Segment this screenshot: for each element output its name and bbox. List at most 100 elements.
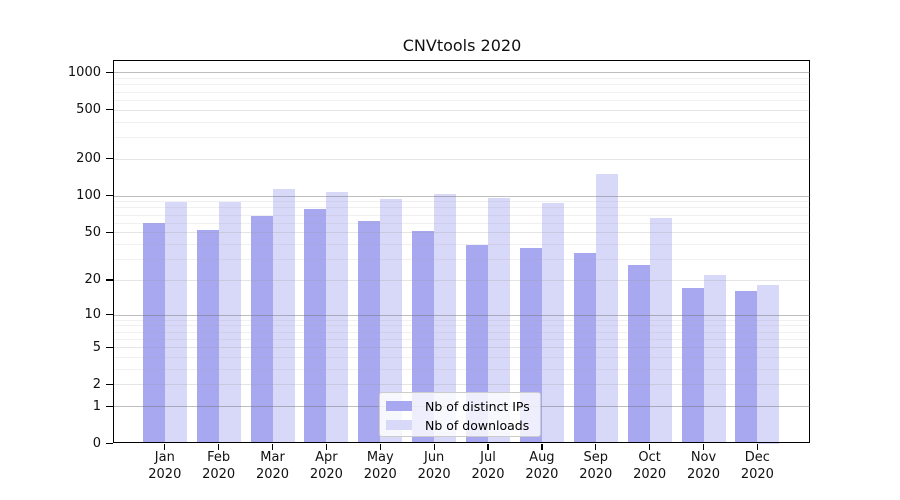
x-tick (164, 443, 166, 450)
bar-distinct-ips-dec (735, 291, 758, 444)
x-tick (325, 443, 328, 450)
bar-downloads-jul (488, 197, 511, 444)
minor-gridline (113, 207, 810, 209)
bar-downloads-dec (757, 285, 780, 444)
bar-distinct-ips-may (358, 220, 381, 444)
bar-distinct-ips-sep (573, 252, 596, 444)
minor-gridline (113, 91, 810, 93)
minor-gridline (113, 331, 810, 333)
x-tick-label: Mar 2020 (243, 450, 303, 483)
y-tick (106, 346, 113, 348)
y-tick (106, 158, 113, 160)
x-tick-label: Jun 2020 (404, 450, 464, 483)
x-tick (541, 443, 543, 450)
minor-gridline (113, 214, 810, 216)
major-gridline (113, 314, 810, 316)
bar-downloads-aug (541, 203, 564, 444)
x-tick (649, 443, 651, 450)
bar-downloads-feb (218, 202, 241, 444)
y-tick-label: 100 (76, 188, 101, 204)
x-tick (487, 443, 489, 450)
bar-downloads-nov (703, 275, 726, 444)
legend-label-distinct-ips: Nb of distinct IPs (425, 398, 530, 414)
y-tick-label: 50 (84, 224, 101, 240)
bar-distinct-ips-apr (304, 209, 327, 444)
x-tick (218, 443, 220, 450)
x-tick (379, 443, 381, 450)
bar-distinct-ips-jun (412, 231, 435, 444)
gridline (113, 347, 810, 349)
y-tick (106, 71, 113, 74)
bar-downloads-mar (272, 189, 295, 444)
minor-gridline (113, 325, 810, 327)
x-tick-year: 2020 (309, 466, 343, 482)
minor-gridline (113, 319, 810, 321)
minor-gridline (113, 136, 810, 138)
y-tick (106, 314, 113, 316)
y-tick-label: 5 (92, 339, 101, 355)
x-tick-year: 2020 (579, 466, 613, 482)
x-tick-label: Jul 2020 (458, 450, 518, 483)
major-gridline (113, 72, 810, 74)
x-tick-label: Jan 2020 (135, 450, 195, 483)
y-tick (106, 442, 113, 445)
y-tick-label: 500 (76, 102, 101, 118)
x-tick (271, 443, 274, 450)
minor-gridline (113, 121, 810, 123)
bar-downloads-jun (434, 193, 457, 444)
bar-downloads-jan (164, 201, 187, 444)
bar-distinct-ips-nov (681, 288, 704, 444)
minor-gridline (113, 84, 810, 86)
x-tick-label: Sep 2020 (566, 450, 626, 483)
x-tick-year: 2020 (202, 466, 236, 482)
x-tick-label: May 2020 (350, 450, 410, 483)
x-tick (702, 443, 705, 450)
minor-gridline (113, 259, 810, 261)
x-tick-year: 2020 (633, 466, 667, 482)
x-tick-year: 2020 (525, 466, 559, 482)
major-gridline (113, 195, 810, 197)
x-tick-label: Aug 2020 (512, 450, 572, 483)
x-tick-year: 2020 (363, 466, 397, 482)
minor-gridline (113, 244, 810, 246)
legend-swatch-downloads (386, 420, 412, 430)
y-tick-label: 20 (84, 272, 101, 288)
y-tick (106, 195, 113, 197)
bar-distinct-ips-mar (250, 216, 273, 444)
x-tick-year: 2020 (255, 466, 290, 482)
x-tick-year: 2020 (686, 466, 721, 482)
bar-distinct-ips-feb (196, 230, 219, 444)
bar-downloads-may (380, 199, 403, 444)
x-tick-year: 2020 (148, 466, 182, 482)
x-tick-year: 2020 (417, 466, 451, 482)
minor-gridline (113, 357, 810, 359)
gridline (113, 158, 810, 160)
minor-gridline (113, 201, 810, 203)
gridline (113, 384, 810, 386)
x-tick-label: Nov 2020 (674, 450, 734, 483)
bar-downloads-oct (649, 217, 672, 444)
x-tick (595, 443, 597, 450)
plot-area (113, 60, 810, 443)
x-tick-year: 2020 (740, 466, 774, 482)
x-tick-year: 2020 (471, 466, 505, 482)
y-tick (106, 108, 113, 111)
bar-downloads-apr (326, 192, 349, 444)
y-tick-label: 1 (92, 398, 101, 414)
gridline (113, 232, 810, 234)
bar-distinct-ips-jan (142, 222, 165, 444)
y-tick-label: 10 (84, 307, 101, 323)
y-tick-label: 200 (76, 151, 101, 167)
gridline (113, 279, 810, 281)
x-tick (433, 443, 435, 450)
minor-gridline (113, 222, 810, 224)
y-tick (106, 405, 113, 407)
x-tick-label: Oct 2020 (620, 450, 680, 483)
minor-gridline (113, 99, 810, 101)
minor-gridline (113, 369, 810, 371)
x-tick (756, 443, 759, 450)
bar-downloads-sep (595, 174, 618, 444)
legend: Nb of distinct IPs Nb of downloads (379, 391, 541, 437)
y-tick-label: 0 (92, 436, 101, 451)
